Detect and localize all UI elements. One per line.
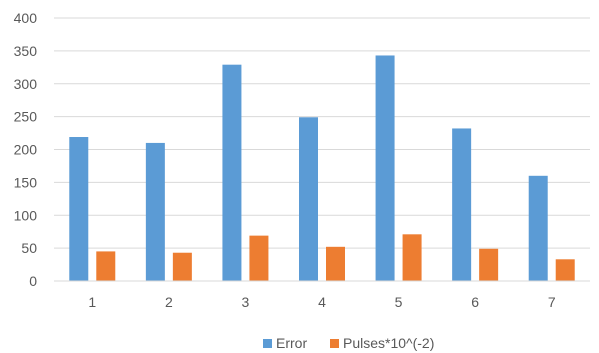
bar-pulses-10-2--1 — [96, 251, 116, 281]
y-tick-label: 50 — [21, 240, 37, 256]
x-tick-label: 1 — [88, 294, 96, 310]
bar-error-5 — [375, 55, 395, 281]
legend-label: Error — [276, 335, 307, 351]
bar-pulses-10-2--3 — [249, 235, 269, 281]
y-tick-label: 300 — [14, 76, 38, 92]
x-tick-label: 7 — [548, 294, 556, 310]
x-tick-label: 2 — [165, 294, 173, 310]
bar-error-3 — [222, 64, 242, 282]
bar-error-2 — [145, 142, 165, 281]
legend-swatch — [330, 339, 339, 348]
x-axis-ticks: 1 2 3 4 5 6 7 — [88, 294, 555, 310]
bar-error-4 — [299, 117, 318, 281]
x-tick-label: 3 — [242, 294, 250, 310]
bar-pulses-10-2--6 — [479, 248, 499, 281]
y-tick-label: 250 — [14, 109, 38, 125]
x-tick-label: 6 — [471, 294, 479, 310]
bar-error-1 — [69, 137, 89, 281]
x-tick-label: 4 — [318, 294, 326, 310]
y-tick-label: 200 — [14, 142, 38, 158]
x-tick-label: 5 — [395, 294, 403, 310]
bar-pulses-10-2--4 — [326, 246, 345, 281]
bar-pulses-10-2--7 — [555, 259, 575, 281]
bars — [69, 55, 575, 282]
y-tick-label: 400 — [14, 10, 38, 26]
y-tick-label: 350 — [14, 43, 38, 59]
bar-error-7 — [528, 175, 548, 281]
y-tick-label: 0 — [29, 273, 37, 289]
legend-swatch — [263, 339, 272, 348]
bar-error-6 — [452, 128, 472, 281]
legend-label: Pulses*10^(-2) — [343, 335, 434, 351]
y-axis-ticks: 0 50 100 150 200 250 300 350 400 — [14, 10, 38, 289]
y-tick-label: 100 — [14, 207, 38, 223]
gridlines — [54, 17, 590, 249]
legend: Error Pulses*10^(-2) — [263, 335, 434, 351]
bar-pulses-10-2--5 — [402, 234, 422, 281]
bar-pulses-10-2--2 — [172, 252, 192, 281]
y-tick-label: 150 — [14, 174, 38, 190]
